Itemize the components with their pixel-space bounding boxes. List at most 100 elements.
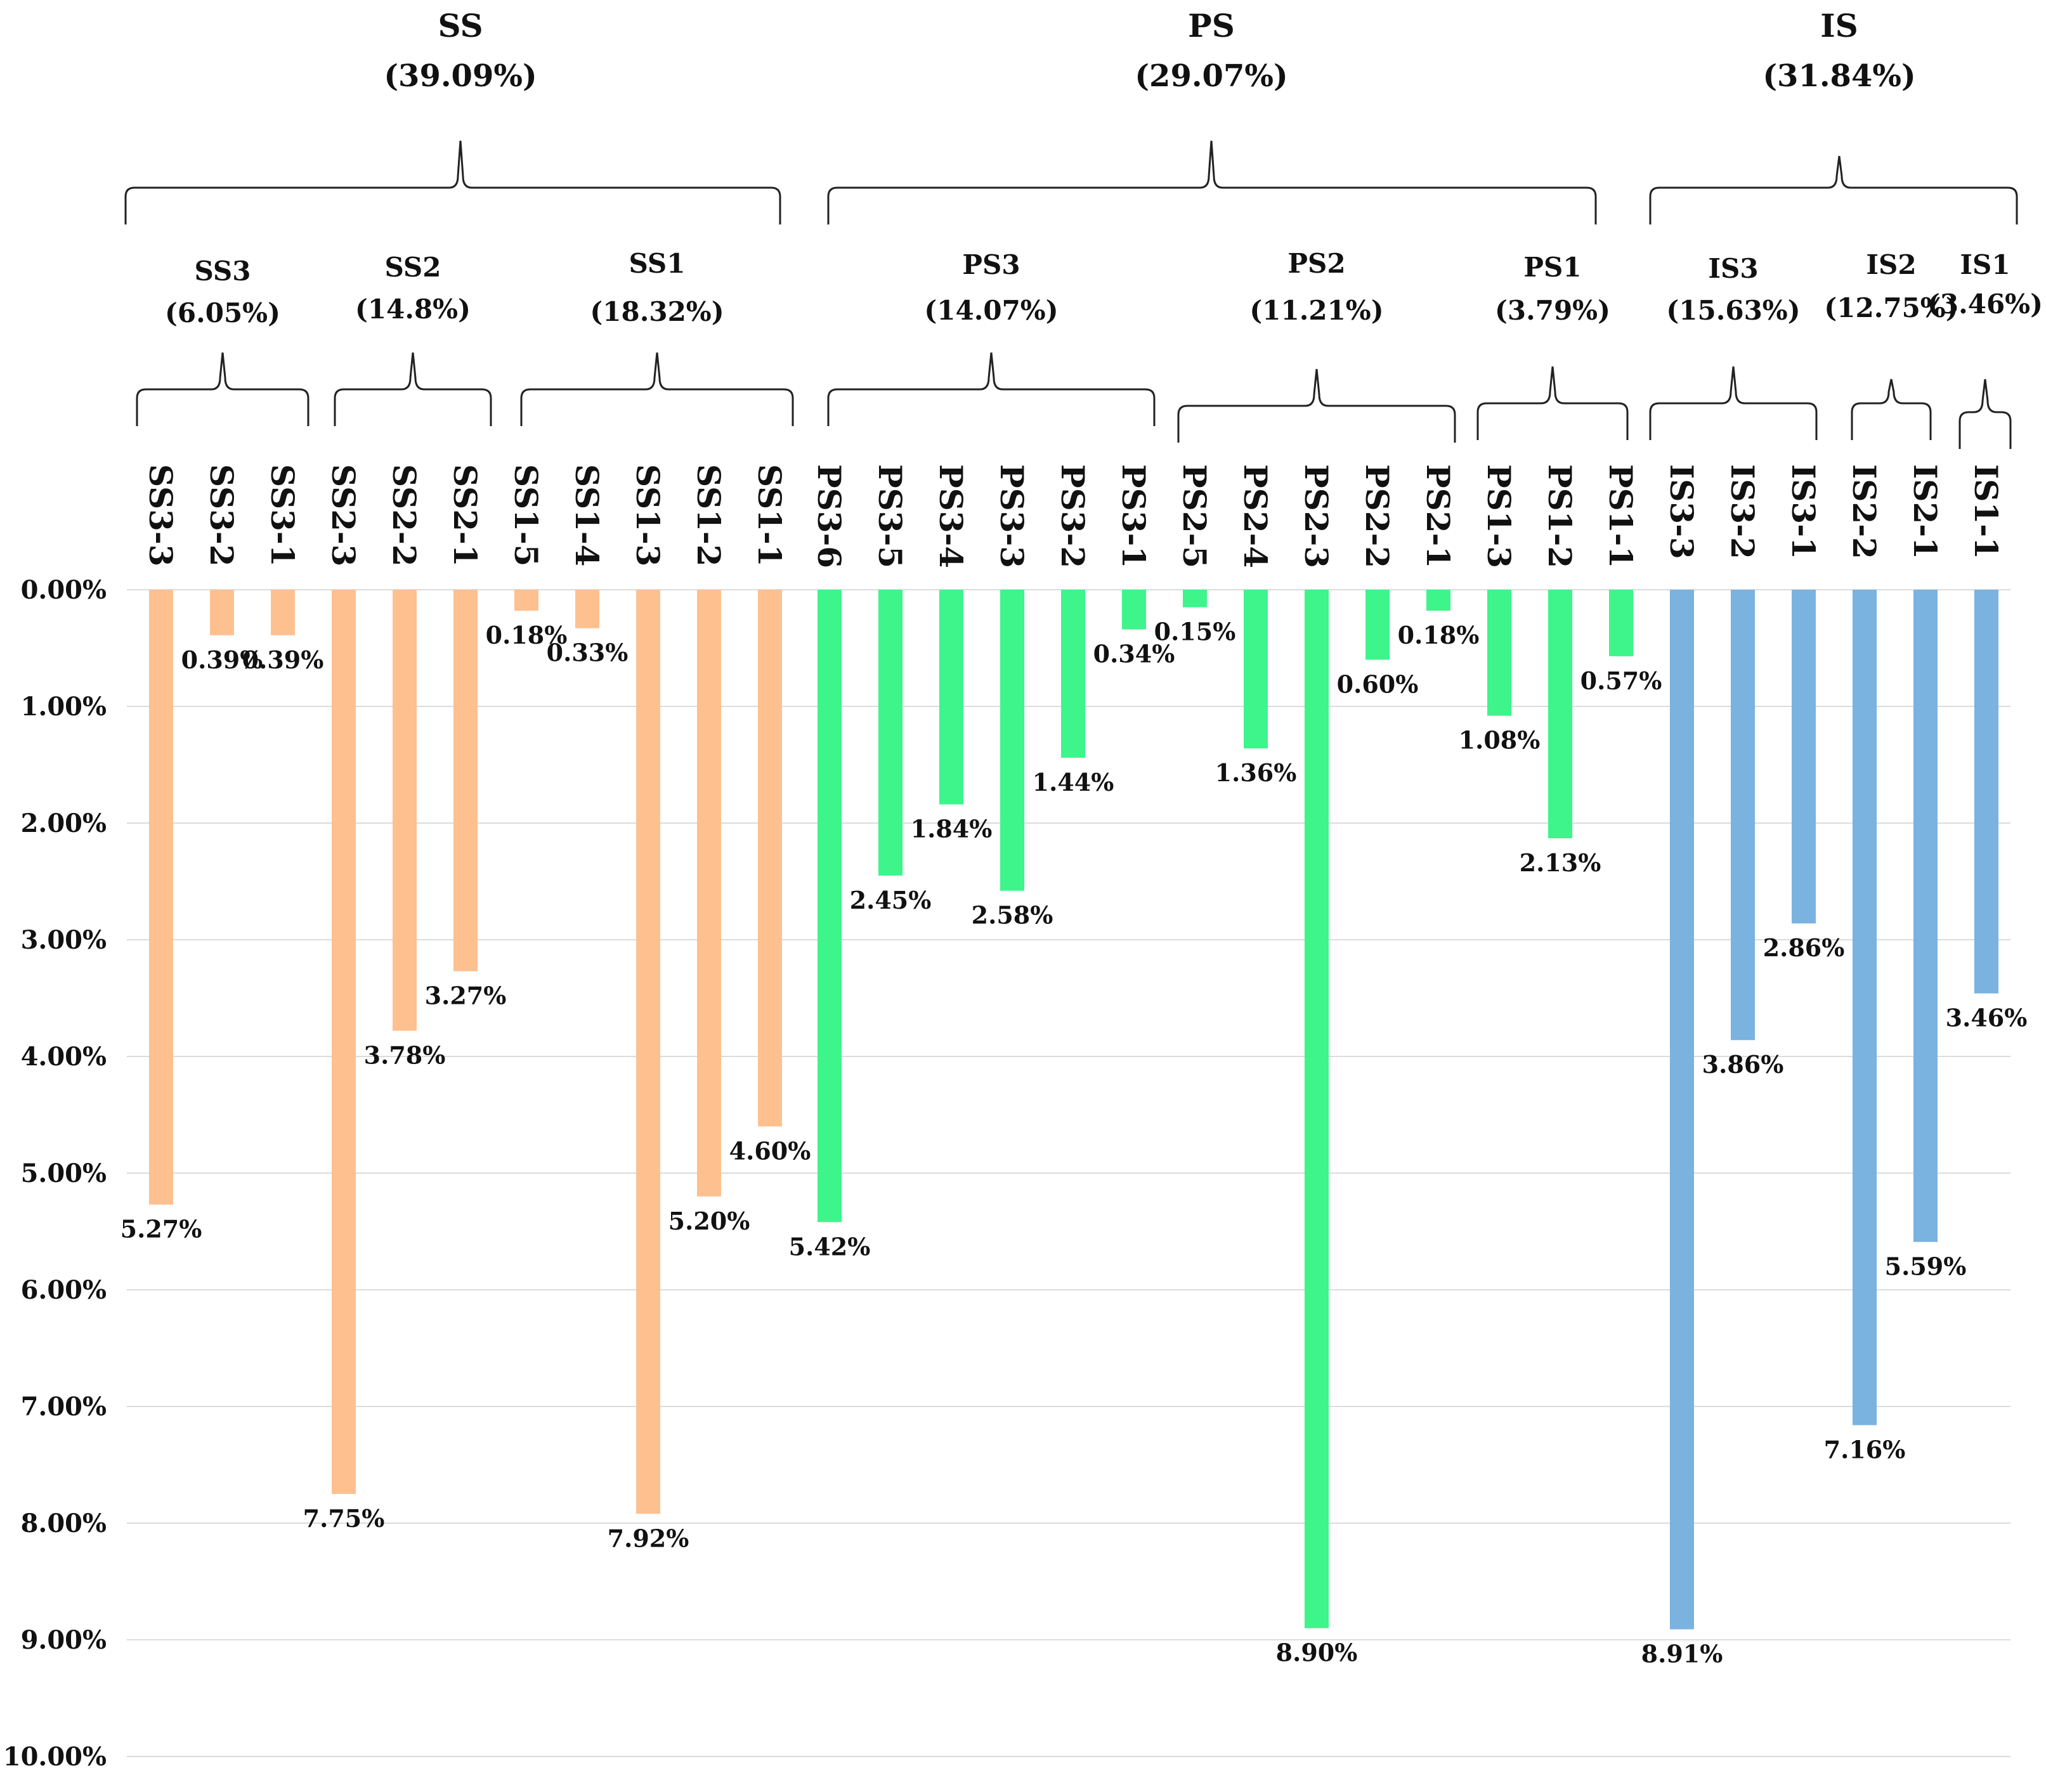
category-label: PS1-2 [1541,464,1579,568]
category-label: SS3-1 [264,464,301,566]
category-label: PS2-3 [1298,464,1335,568]
category-label: PS2-1 [1419,464,1457,568]
bar-ss1-5 [514,590,538,611]
y-tick-label: 6.00% [21,1275,107,1305]
value-label: 1.36% [1215,758,1297,787]
value-label: 2.13% [1520,848,1601,877]
group-share: (39.09%) [384,58,537,94]
category-label: PS3-3 [993,464,1031,568]
bar-ps3-3 [1000,590,1024,891]
category-label: SS1-5 [507,464,545,566]
category-label: PS3-1 [1115,464,1152,568]
category-label: SS2-3 [325,464,362,566]
value-label: 7.92% [608,1524,689,1552]
bar-is2-1 [1913,590,1938,1242]
y-tick-label: 4.00% [21,1042,107,1072]
value-label: 0.18% [1398,621,1480,649]
subgroup-share: (6.05%) [165,297,280,328]
value-label: 3.78% [364,1041,446,1070]
value-label: 5.59% [1885,1252,1967,1281]
value-label: 7.75% [303,1504,385,1533]
category-label: PS3-6 [811,464,848,568]
bar-ps2-3 [1305,590,1329,1628]
subgroup-share: (14.8%) [355,294,471,325]
value-label: 5.20% [668,1207,750,1235]
subgroup-brace [827,352,1156,426]
value-label: 0.33% [547,639,629,667]
category-label: IS2-2 [1846,464,1883,559]
y-axis-ticks: 0.00% 1.00% 2.00% 3.00% 4.00% 5.00% 6.00% 7.00%… [3,575,107,1772]
y-tick-label: 0.00% [21,575,107,605]
bar-is2-2 [1853,590,1877,1425]
group-brace [827,140,1597,224]
value-label: 0.15% [1154,618,1236,646]
group-share: (29.07%) [1135,58,1287,94]
subgroup-share: (3.79%) [1495,295,1610,326]
bar-ps2-1 [1426,590,1450,611]
subgroup-brace [1476,366,1629,440]
category-label: PS1-1 [1602,464,1639,568]
category-label: IS1-1 [1967,464,2005,559]
value-label: 0.39% [181,646,263,674]
category-label: IS3-3 [1663,464,1700,559]
bar-ss3-3 [149,590,173,1205]
subgroup-name: IS3 [1708,253,1758,284]
category-label: PS2-2 [1359,464,1396,568]
category-label: PS3-4 [932,464,970,568]
category-label: SS3-2 [203,464,240,566]
bar-is1-1 [1974,590,1998,994]
y-tick-label: 8.00% [21,1509,107,1538]
subgroup-share: (18.32%) [590,296,724,327]
subgroup-name: PS3 [962,249,1020,280]
subgroup-share: (14.07%) [924,295,1058,326]
gridlines [127,589,2010,1757]
bar-ss1-3 [636,590,660,1514]
bar-ps2-2 [1365,590,1390,660]
bar-ss2-1 [453,590,478,971]
value-labels: 5.27%0.39%0.39%7.75%3.78%3.27%0.18%0.33%… [121,618,2028,1668]
y-tick-label: 7.00% [21,1392,107,1422]
subgroup-brace [1958,379,2012,449]
bar-ps1-3 [1487,590,1511,716]
bar-ss1-1 [758,590,782,1127]
subgroup-share: (3.46%) [1927,289,2043,320]
subgroup-share: (11.21%) [1249,295,1383,326]
bar-ps3-2 [1061,590,1085,758]
value-label: 4.60% [729,1136,811,1165]
category-label: SS1-3 [629,464,667,566]
subgroup-annotations: SS3 (6.05%) SS2 (14.8%) SS1 (18.32%) PS3 (14.07… [136,248,2043,449]
value-label: 1.44% [1033,768,1114,796]
category-label: SS2-2 [386,464,423,566]
group-brace [1649,155,2018,224]
subgroup-share: (12.75%) [1824,292,1958,323]
value-label: 1.08% [1459,726,1541,755]
value-label: 5.27% [121,1215,202,1243]
bar-is3-1 [1792,590,1816,924]
value-label: 2.45% [850,886,932,914]
bar-ss3-1 [271,590,295,635]
value-label: 3.46% [1946,1004,2028,1032]
group-name: IS [1820,7,1858,44]
bar-ps2-4 [1244,590,1268,749]
category-label: SS2-1 [446,464,484,566]
category-label: IS2-1 [1906,464,1944,559]
value-label: 3.27% [425,982,507,1010]
subgroup-name: IS1 [1960,249,2010,280]
bar-is3-2 [1731,590,1755,1041]
y-tick-label: 3.00% [21,925,107,955]
bar-ps3-6 [818,590,842,1223]
subgroup-name: SS3 [195,256,251,287]
subgroup-brace [1649,366,1818,440]
subgroup-name: SS1 [629,248,686,279]
category-label: PS3-2 [1054,464,1091,568]
group-name: SS [438,7,483,44]
category-label: SS1-1 [751,464,788,566]
value-label: 8.90% [1276,1639,1358,1667]
y-tick-label: 9.00% [21,1625,107,1655]
bar-ps2-5 [1183,590,1207,607]
value-label: 5.42% [789,1232,871,1261]
group-brace [124,140,781,224]
subgroup-name: PS1 [1523,252,1581,283]
bar-ss1-4 [575,590,599,628]
